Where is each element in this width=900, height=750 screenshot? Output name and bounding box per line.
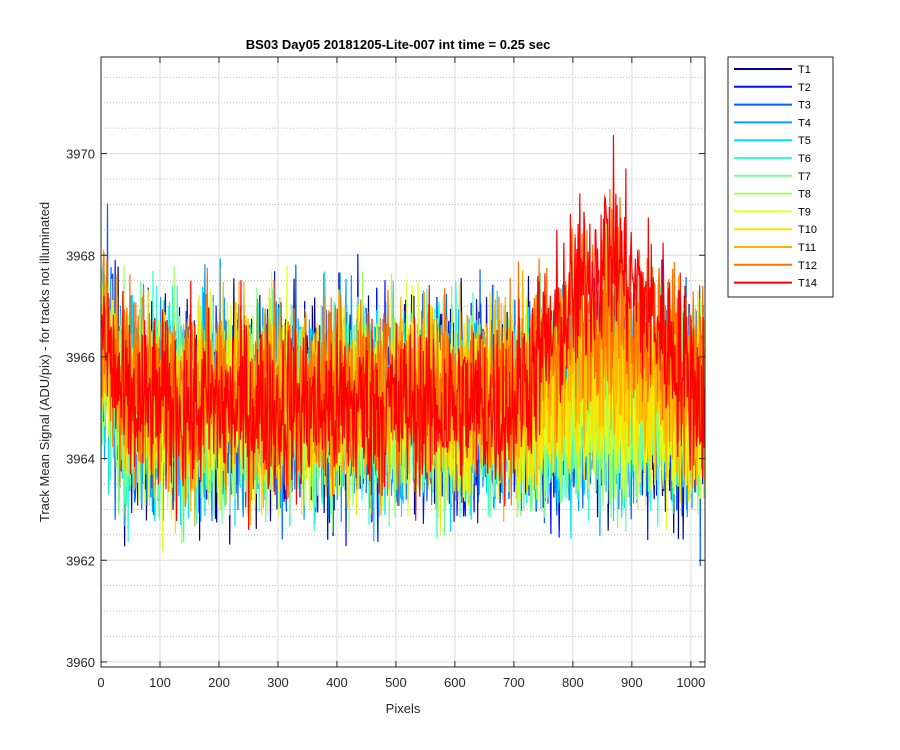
x-tick-label: 100 <box>149 675 171 690</box>
x-tick-labels: 0 100 200 300 400 500 600 700 800 900 1000 <box>97 675 705 690</box>
y-tick-label: 3964 <box>66 452 95 467</box>
legend-label-t4: T4 <box>798 117 811 129</box>
x-tick-label: 300 <box>267 675 289 690</box>
legend-label-t3: T3 <box>798 100 811 112</box>
series-layer <box>101 134 705 567</box>
legend: T1 T2 T3 T4 T5 T6 T7 T8 T9 T10 T11 T12 T14 <box>727 56 834 298</box>
y-tick-label: 3966 <box>66 350 95 365</box>
x-tick-label: 500 <box>385 675 407 690</box>
y-tick-label: 3968 <box>66 248 95 263</box>
legend-label-t8: T8 <box>798 189 811 201</box>
legend-label-t5: T5 <box>798 135 811 147</box>
y-tick-labels: 3960 3962 3964 3966 3968 3970 <box>66 147 95 670</box>
x-tick-label: 1000 <box>676 675 705 690</box>
axis-ticks <box>100 57 705 667</box>
x-tick-label: 800 <box>562 675 584 690</box>
legend-label-t14: T14 <box>798 278 817 290</box>
chart-title: BS03 Day05 20181205-Lite-007 int time = … <box>246 37 551 52</box>
plot-frame <box>100 56 706 668</box>
x-tick-label: 200 <box>208 675 230 690</box>
x-tick-label: 0 <box>97 675 104 690</box>
y-axis-label: Track Mean Signal (ADU/pix) - for tracks… <box>37 202 52 522</box>
legend-label-t10: T10 <box>798 224 817 236</box>
x-tick-label: 400 <box>326 675 348 690</box>
legend-label-t9: T9 <box>798 206 811 218</box>
legend-label-t1: T1 <box>798 64 811 76</box>
legend-label-t7: T7 <box>798 171 811 183</box>
y-tick-label: 3960 <box>66 655 95 670</box>
x-tick-label: 600 <box>444 675 466 690</box>
y-tick-label: 3970 <box>66 147 95 162</box>
legend-entries: T1 T2 T3 T4 T5 T6 T7 T8 T9 T10 T11 T12 T14 <box>734 64 817 290</box>
plot-area: 0 100 200 300 400 500 600 700 800 900 1000 3960396… <box>66 56 706 690</box>
legend-label-t11: T11 <box>798 242 816 254</box>
legend-box <box>727 56 834 298</box>
x-tick-label: 900 <box>621 675 643 690</box>
x-tick-label: 700 <box>503 675 525 690</box>
y-tick-label: 3962 <box>66 553 95 568</box>
legend-label-t6: T6 <box>798 153 811 165</box>
legend-label-t2: T2 <box>798 82 811 94</box>
series-line-t14 <box>101 134 705 530</box>
legend-label-t12: T12 <box>798 260 817 272</box>
x-axis-label: Pixels <box>386 701 421 716</box>
